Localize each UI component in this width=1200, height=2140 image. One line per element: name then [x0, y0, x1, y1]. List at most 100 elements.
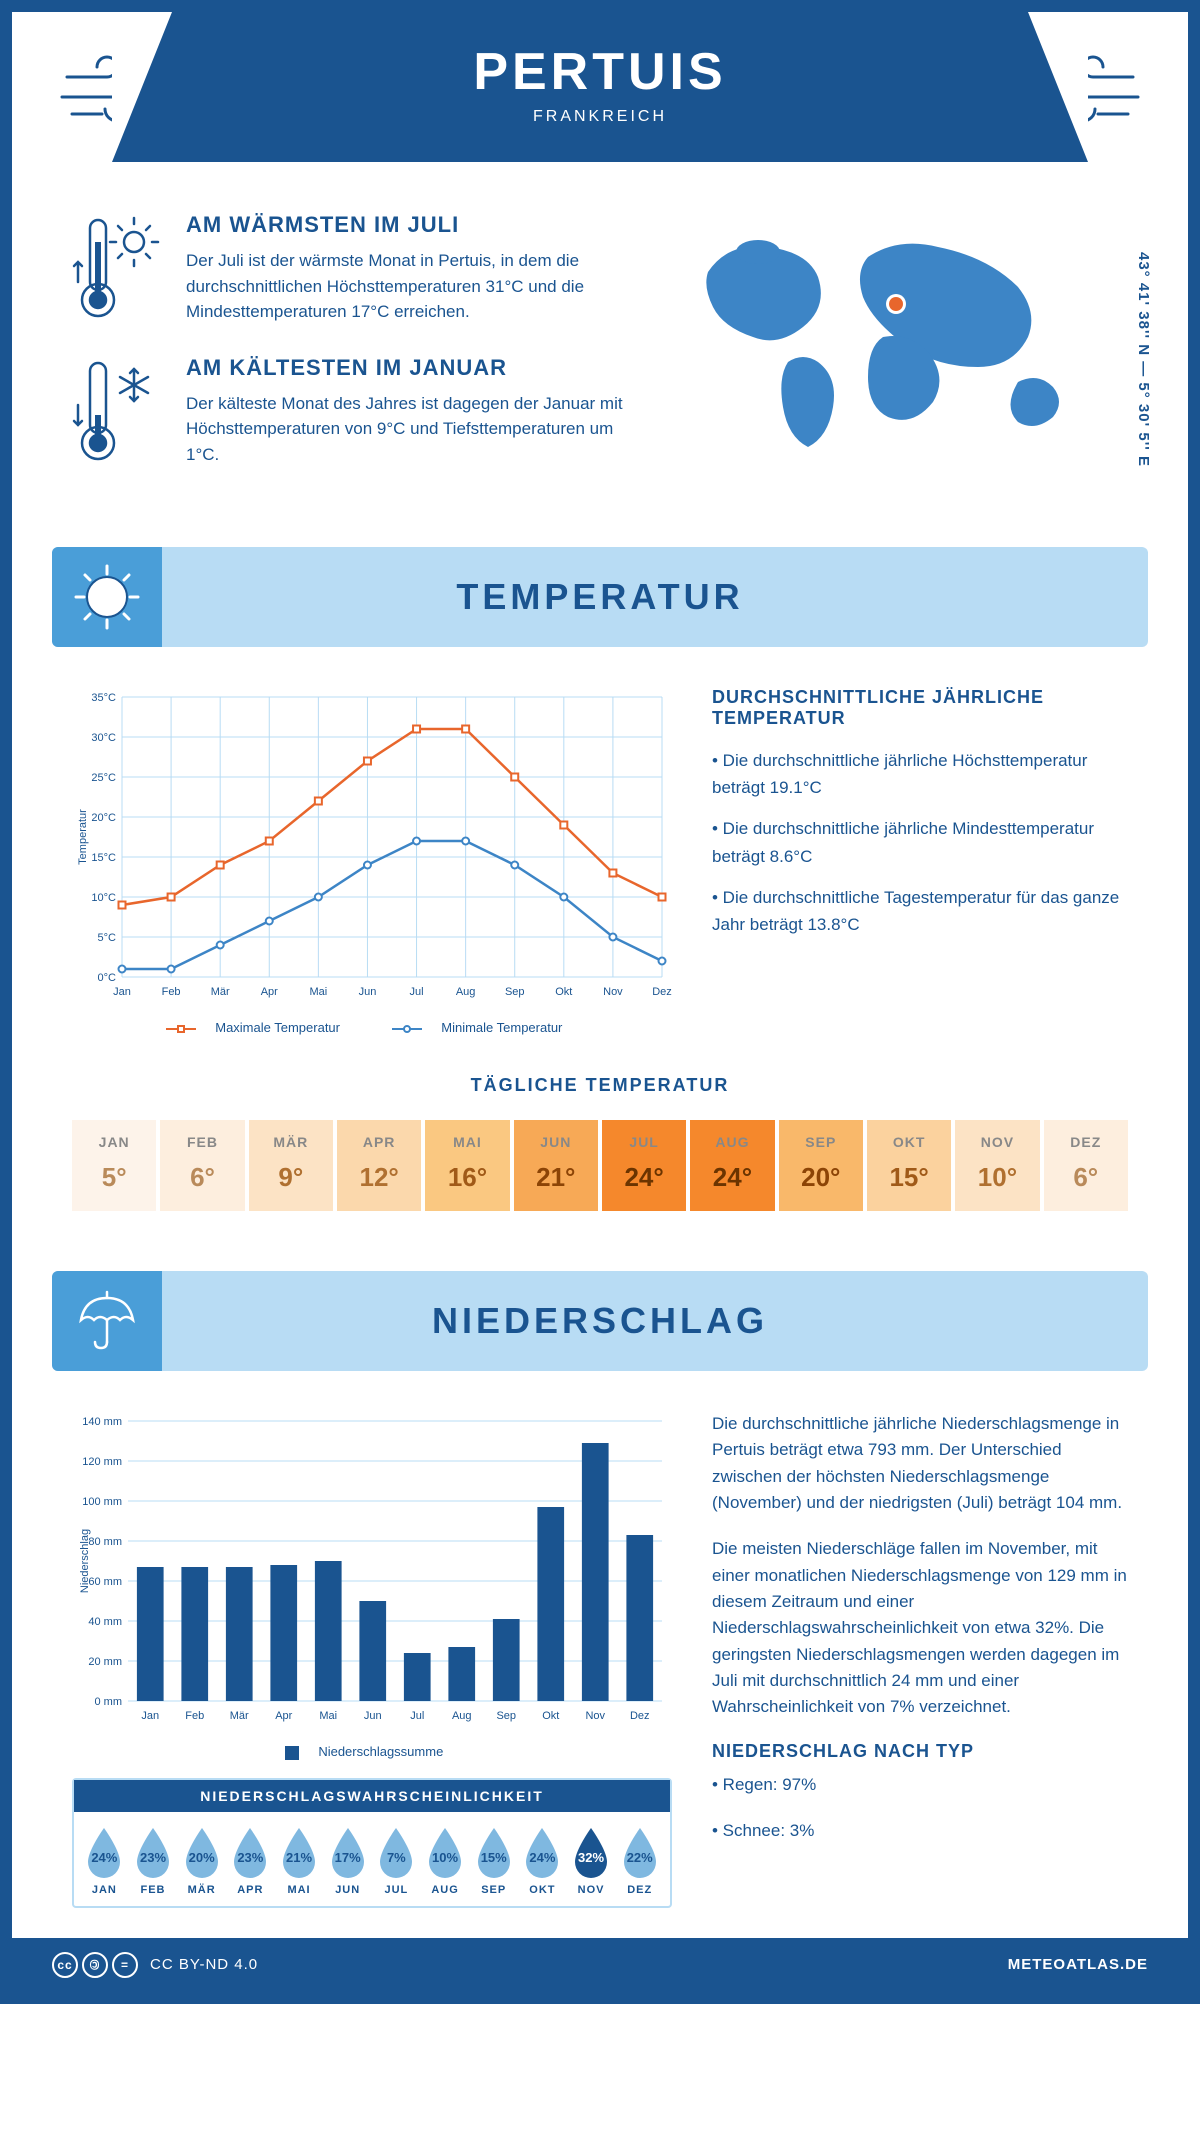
svg-text:140 mm: 140 mm: [82, 1416, 122, 1428]
umbrella-icon: [52, 1271, 162, 1371]
precip-type-title: NIEDERSCHLAG NACH TYP: [712, 1741, 1128, 1762]
license-text: CC BY-ND 4.0: [150, 1956, 258, 1973]
precip-text: Die meisten Niederschläge fallen im Nove…: [712, 1536, 1128, 1720]
svg-text:Mär: Mär: [230, 1710, 249, 1722]
precip-text: Die durchschnittliche jährliche Niedersc…: [712, 1411, 1128, 1516]
svg-text:20 mm: 20 mm: [88, 1656, 122, 1668]
section-title-precip: NIEDERSCHLAG: [52, 1300, 1148, 1342]
coldest-title: AM KÄLTESTEN IM JANUAR: [186, 355, 628, 381]
precip-type-item: • Schnee: 3%: [712, 1818, 1128, 1844]
prob-cell: 23%APR: [226, 1826, 275, 1896]
prob-cell: 24%OKT: [518, 1826, 567, 1896]
prob-cell: 17%JUN: [323, 1826, 372, 1896]
svg-text:5°C: 5°C: [98, 932, 117, 944]
prob-title: NIEDERSCHLAGSWAHRSCHEINLICHKEIT: [74, 1780, 670, 1812]
daily-temp-cell: FEB6°: [160, 1120, 244, 1211]
thermometer-cold-icon: [72, 355, 162, 465]
svg-text:Jun: Jun: [364, 1710, 382, 1722]
daily-temp-row: JAN5°FEB6°MÄR9°APR12°MAI16°JUN21°JUL24°A…: [72, 1120, 1128, 1211]
svg-text:30°C: 30°C: [91, 732, 116, 744]
svg-text:Okt: Okt: [542, 1710, 559, 1722]
prob-cell: 20%MÄR: [177, 1826, 226, 1896]
warmest-text: Der Juli ist der wärmste Monat in Pertui…: [186, 248, 628, 325]
svg-text:Apr: Apr: [275, 1710, 292, 1722]
svg-text:Jan: Jan: [113, 986, 131, 998]
svg-text:35°C: 35°C: [91, 692, 116, 704]
precip-type-item: • Regen: 97%: [712, 1772, 1128, 1798]
temp-stat-item: • Die durchschnittliche jährliche Höchst…: [712, 747, 1128, 801]
svg-text:80 mm: 80 mm: [88, 1536, 122, 1548]
svg-text:Feb: Feb: [185, 1710, 204, 1722]
temp-stat-item: • Die durchschnittliche Tagestemperatur …: [712, 884, 1128, 938]
svg-text:Nov: Nov: [603, 986, 623, 998]
prob-cell: 32%NOV: [567, 1826, 616, 1896]
site-name: METEOATLAS.DE: [1008, 1956, 1148, 1973]
daily-temp-cell: OKT15°: [867, 1120, 951, 1211]
sun-icon: [52, 547, 162, 647]
prob-cell: 7%JUL: [372, 1826, 421, 1896]
svg-text:25°C: 25°C: [91, 772, 116, 784]
prob-cell: 23%FEB: [129, 1826, 178, 1896]
svg-text:Feb: Feb: [162, 986, 181, 998]
svg-text:40 mm: 40 mm: [88, 1616, 122, 1628]
svg-text:Mär: Mär: [211, 986, 230, 998]
svg-text:Niederschlag: Niederschlag: [79, 1529, 91, 1593]
svg-text:Jul: Jul: [410, 986, 424, 998]
prob-cell: 21%MAI: [275, 1826, 324, 1896]
prob-cell: 22%DEZ: [615, 1826, 664, 1896]
section-title-temp: TEMPERATUR: [52, 576, 1148, 618]
warmest-title: AM WÄRMSTEN IM JULI: [186, 212, 628, 238]
svg-text:Sep: Sep: [496, 1710, 516, 1722]
svg-text:20°C: 20°C: [91, 812, 116, 824]
prob-cell: 24%JAN: [80, 1826, 129, 1896]
daily-temp-cell: MÄR9°: [249, 1120, 333, 1211]
daily-temp-cell: JAN5°: [72, 1120, 156, 1211]
svg-text:0°C: 0°C: [98, 972, 117, 984]
svg-text:Nov: Nov: [585, 1710, 605, 1722]
city-name: PERTUIS: [112, 42, 1088, 102]
daily-temp-cell: MAI16°: [425, 1120, 509, 1211]
coordinates: 43° 41' 38'' N — 5° 30' 5'' E: [1135, 252, 1152, 467]
daily-temp-cell: SEP20°: [779, 1120, 863, 1211]
footer: cc🄯= CC BY-ND 4.0 METEOATLAS.DE: [12, 1938, 1188, 1992]
coldest-text: Der kälteste Monat des Jahres ist dagege…: [186, 391, 628, 468]
daily-temp-cell: AUG24°: [690, 1120, 774, 1211]
svg-text:Jun: Jun: [359, 986, 377, 998]
section-temperature: TEMPERATUR: [52, 547, 1148, 647]
svg-text:Temperatur: Temperatur: [77, 809, 89, 865]
svg-text:60 mm: 60 mm: [88, 1576, 122, 1588]
svg-text:Aug: Aug: [456, 986, 476, 998]
cc-icons: cc🄯=: [52, 1952, 138, 1978]
svg-text:Dez: Dez: [652, 986, 672, 998]
daily-temp-title: TÄGLICHE TEMPERATUR: [72, 1075, 1128, 1096]
daily-temp-cell: DEZ6°: [1044, 1120, 1128, 1211]
country-name: FRANKREICH: [112, 108, 1088, 126]
svg-text:Apr: Apr: [261, 986, 278, 998]
svg-text:Okt: Okt: [555, 986, 572, 998]
precip-legend: Niederschlagssumme: [72, 1744, 672, 1760]
precipitation-bar-chart: 0 mm20 mm40 mm60 mm80 mm100 mm120 mm140 …: [72, 1411, 672, 1731]
temp-stats-title: DURCHSCHNITTLICHE JÄHRLICHE TEMPERATUR: [712, 687, 1128, 729]
svg-text:0 mm: 0 mm: [95, 1696, 123, 1708]
svg-text:Dez: Dez: [630, 1710, 650, 1722]
prob-cell: 10%AUG: [421, 1826, 470, 1896]
svg-text:Jul: Jul: [410, 1710, 424, 1722]
daily-temp-cell: JUN21°: [514, 1120, 598, 1211]
thermometer-hot-icon: [72, 212, 162, 322]
svg-text:10°C: 10°C: [91, 892, 116, 904]
daily-temp-cell: NOV10°: [955, 1120, 1039, 1211]
svg-text:15°C: 15°C: [91, 852, 116, 864]
svg-text:Jan: Jan: [141, 1710, 159, 1722]
temp-legend: Maximale Temperatur Minimale Temperatur: [72, 1020, 672, 1035]
svg-text:Sep: Sep: [505, 986, 525, 998]
temp-stat-item: • Die durchschnittliche jährliche Mindes…: [712, 815, 1128, 869]
svg-text:100 mm: 100 mm: [82, 1496, 122, 1508]
section-precipitation: NIEDERSCHLAG: [52, 1271, 1148, 1371]
prob-row: 24%JAN23%FEB20%MÄR23%APR21%MAI17%JUN7%JU…: [74, 1812, 670, 1906]
svg-text:Mai: Mai: [309, 986, 327, 998]
header: PERTUIS FRANKREICH: [112, 12, 1088, 162]
svg-text:Mai: Mai: [319, 1710, 337, 1722]
prob-cell: 15%SEP: [469, 1826, 518, 1896]
temperature-line-chart: 0°C 5°C 10°C 15°C 20°C 25°C 30°C 35°C Jan Feb Mär A…: [72, 687, 672, 1007]
svg-text:Aug: Aug: [452, 1710, 472, 1722]
